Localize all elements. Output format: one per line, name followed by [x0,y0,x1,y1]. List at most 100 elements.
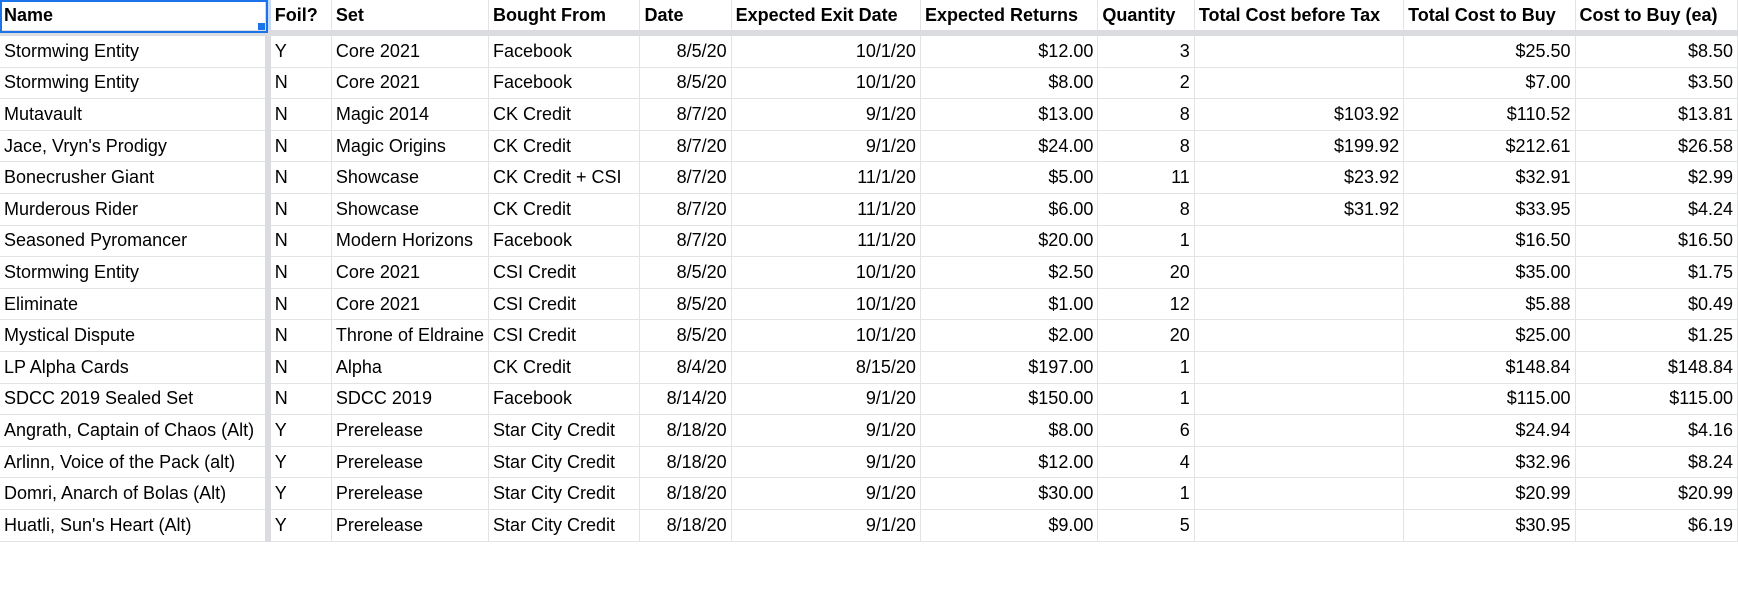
cell-expected-returns[interactable]: $12.00 [920,33,1099,68]
cell-expected-exit-date[interactable]: 9/1/20 [731,446,921,479]
cell-name[interactable]: Jace, Vryn's Prodigy [0,130,271,163]
cell-date[interactable]: 8/18/20 [639,446,732,479]
cell-expected-exit-date[interactable]: 9/1/20 [731,130,921,163]
cell-foil[interactable]: N [267,225,332,258]
cell-cost-to-buy-each[interactable]: $2.99 [1575,161,1738,194]
cell-cost-to-buy-each[interactable]: $1.75 [1575,256,1738,289]
cell-quantity[interactable]: 20 [1097,256,1195,289]
cell-date[interactable]: 8/18/20 [639,509,732,542]
cell-quantity[interactable]: 8 [1097,130,1195,163]
cell-expected-returns[interactable]: $9.00 [920,509,1099,542]
cell-expected-returns[interactable]: $20.00 [920,225,1099,258]
selection-fill-handle[interactable] [257,23,262,27]
cell-total-cost-before-tax[interactable]: $103.92 [1194,98,1405,131]
cell-foil[interactable]: N [267,161,332,194]
cell-name[interactable]: Arlinn, Voice of the Pack (alt) [0,446,271,479]
cell-bought-from[interactable]: Star City Credit [488,446,641,479]
cell-cost-to-buy-each[interactable]: $8.24 [1575,446,1738,479]
cell-date[interactable]: 8/5/20 [639,319,732,352]
cell-date[interactable]: 8/5/20 [639,288,732,321]
cell-bought-from[interactable]: CK Credit [488,351,641,384]
cell-set[interactable]: Prerelease [331,414,490,447]
cell-cost-to-buy-each[interactable]: $148.84 [1575,351,1738,384]
cell-quantity[interactable]: 5 [1097,509,1195,542]
cell-name[interactable]: Domri, Anarch of Bolas (Alt) [0,477,271,510]
cell-total-cost-to-buy[interactable]: $35.00 [1403,256,1576,289]
cell-foil[interactable]: N [267,383,332,416]
cell-name[interactable]: Stormwing Entity [0,256,271,289]
cell-expected-exit-date[interactable]: 10/1/20 [731,67,921,100]
cell-expected-exit-date[interactable]: 11/1/20 [731,161,921,194]
cell-foil[interactable]: N [267,288,332,321]
cell-date[interactable]: 8/5/20 [639,67,732,100]
cell-expected-exit-date[interactable]: 9/1/20 [731,414,921,447]
header-foil[interactable]: Foil? [267,0,332,36]
cell-expected-exit-date[interactable]: 10/1/20 [731,256,921,289]
cell-bought-from[interactable]: CSI Credit [488,256,641,289]
cell-expected-exit-date[interactable]: 9/1/20 [731,98,921,131]
cell-name[interactable]: Angrath, Captain of Chaos (Alt) [0,414,271,447]
cell-cost-to-buy-each[interactable]: $16.50 [1575,225,1738,258]
cell-set[interactable]: Core 2021 [331,33,490,68]
header-set[interactable]: Set [331,0,490,36]
cell-quantity[interactable]: 8 [1097,98,1195,131]
cell-total-cost-before-tax[interactable] [1194,477,1405,510]
header-name[interactable]: Name [0,0,271,36]
cell-bought-from[interactable]: Star City Credit [488,509,641,542]
cell-name[interactable]: SDCC 2019 Sealed Set [0,383,271,416]
cell-set[interactable]: Showcase [331,161,490,194]
cell-expected-exit-date[interactable]: 9/1/20 [731,477,921,510]
cell-expected-returns[interactable]: $2.50 [920,256,1099,289]
cell-date[interactable]: 8/7/20 [639,225,732,258]
cell-total-cost-to-buy[interactable]: $115.00 [1403,383,1576,416]
cell-date[interactable]: 8/7/20 [639,161,732,194]
header-date[interactable]: Date [639,0,732,36]
cell-name[interactable]: Murderous Rider [0,193,271,226]
cell-total-cost-to-buy[interactable]: $20.99 [1403,477,1576,510]
cell-total-cost-before-tax[interactable]: $23.92 [1194,161,1405,194]
cell-set[interactable]: SDCC 2019 [331,383,490,416]
cell-set[interactable]: Magic Origins [331,130,490,163]
cell-expected-returns[interactable]: $12.00 [920,446,1099,479]
cell-set[interactable]: Prerelease [331,477,490,510]
cell-foil[interactable]: Y [267,414,332,447]
cell-foil[interactable]: Y [267,477,332,510]
cell-name[interactable]: Huatli, Sun's Heart (Alt) [0,509,271,542]
cell-cost-to-buy-each[interactable]: $26.58 [1575,130,1738,163]
header-cost-to-buy-each[interactable]: Cost to Buy (ea) [1575,0,1738,36]
cell-total-cost-to-buy[interactable]: $25.50 [1403,33,1576,68]
cell-bought-from[interactable]: Facebook [488,67,641,100]
cell-date[interactable]: 8/5/20 [639,33,732,68]
cell-total-cost-before-tax[interactable] [1194,351,1405,384]
cell-total-cost-to-buy[interactable]: $33.95 [1403,193,1576,226]
cell-date[interactable]: 8/7/20 [639,193,732,226]
cell-expected-returns[interactable]: $30.00 [920,477,1099,510]
cell-quantity[interactable]: 1 [1097,383,1195,416]
cell-date[interactable]: 8/5/20 [639,256,732,289]
cell-expected-exit-date[interactable]: 11/1/20 [731,193,921,226]
cell-quantity[interactable]: 20 [1097,319,1195,352]
cell-total-cost-to-buy[interactable]: $32.91 [1403,161,1576,194]
cell-set[interactable]: Magic 2014 [331,98,490,131]
cell-name[interactable]: Bonecrusher Giant [0,161,271,194]
cell-total-cost-before-tax[interactable] [1194,383,1405,416]
cell-cost-to-buy-each[interactable]: $3.50 [1575,67,1738,100]
cell-total-cost-before-tax[interactable] [1194,509,1405,542]
cell-cost-to-buy-each[interactable]: $4.16 [1575,414,1738,447]
cell-foil[interactable]: Y [267,509,332,542]
cell-expected-exit-date[interactable]: 10/1/20 [731,319,921,352]
cell-set[interactable]: Showcase [331,193,490,226]
cell-expected-returns[interactable]: $8.00 [920,67,1099,100]
cell-expected-returns[interactable]: $5.00 [920,161,1099,194]
cell-cost-to-buy-each[interactable]: $0.49 [1575,288,1738,321]
cell-set[interactable]: Core 2021 [331,288,490,321]
cell-quantity[interactable]: 1 [1097,477,1195,510]
cell-bought-from[interactable]: CK Credit + CSI [488,161,641,194]
cell-quantity[interactable]: 2 [1097,67,1195,100]
cell-expected-returns[interactable]: $13.00 [920,98,1099,131]
cell-cost-to-buy-each[interactable]: $6.19 [1575,509,1738,542]
cell-set[interactable]: Throne of Eldraine [331,319,490,352]
header-quantity[interactable]: Quantity [1097,0,1195,36]
cell-total-cost-before-tax[interactable] [1194,446,1405,479]
cell-name[interactable]: Stormwing Entity [0,33,271,68]
